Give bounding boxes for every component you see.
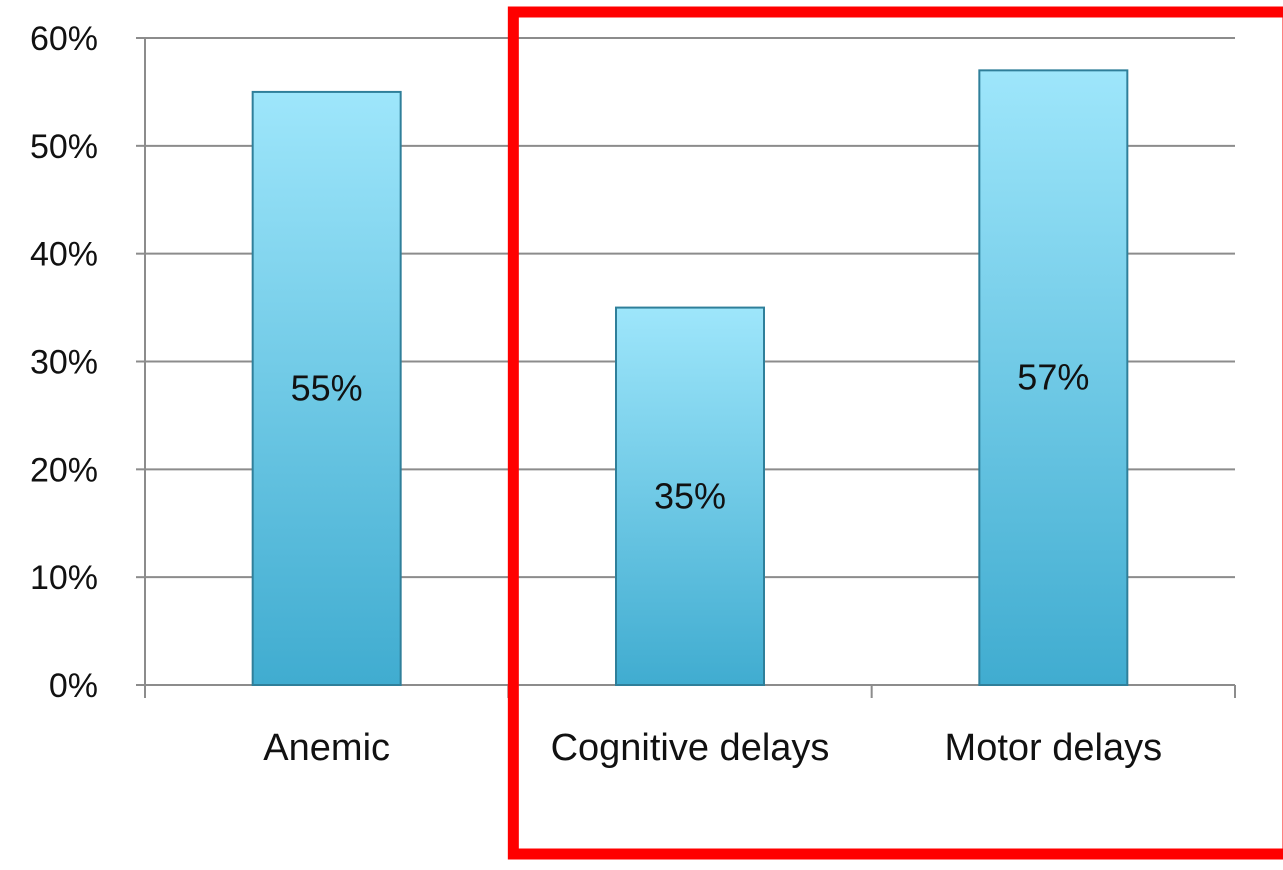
bar-motor-delays <box>978 69 1129 687</box>
data-label: 57% <box>1017 357 1089 398</box>
y-tick-label: 20% <box>30 451 98 489</box>
bar-cognitive-delays <box>615 306 765 686</box>
bars <box>251 69 1129 687</box>
y-tick-label: 30% <box>30 344 98 382</box>
y-tick-label: 40% <box>30 236 98 274</box>
data-label: 55% <box>291 367 363 408</box>
category-label: Anemic <box>263 727 390 769</box>
y-tick-label: 0% <box>49 667 98 705</box>
data-label: 35% <box>654 475 726 516</box>
bar-anemic <box>251 90 402 686</box>
highlight-box <box>507 6 1283 860</box>
labels: 0% 10% 20% 30% 40% 50% 60% 55% Anemic 35% Cognitiv… <box>30 20 1162 769</box>
y-tick-label: 50% <box>30 128 98 166</box>
category-label: Motor delays <box>945 727 1163 769</box>
y-tick-label: 10% <box>30 559 98 597</box>
category-label: Cognitive delays <box>551 727 830 769</box>
y-tick-label: 60% <box>30 20 98 58</box>
